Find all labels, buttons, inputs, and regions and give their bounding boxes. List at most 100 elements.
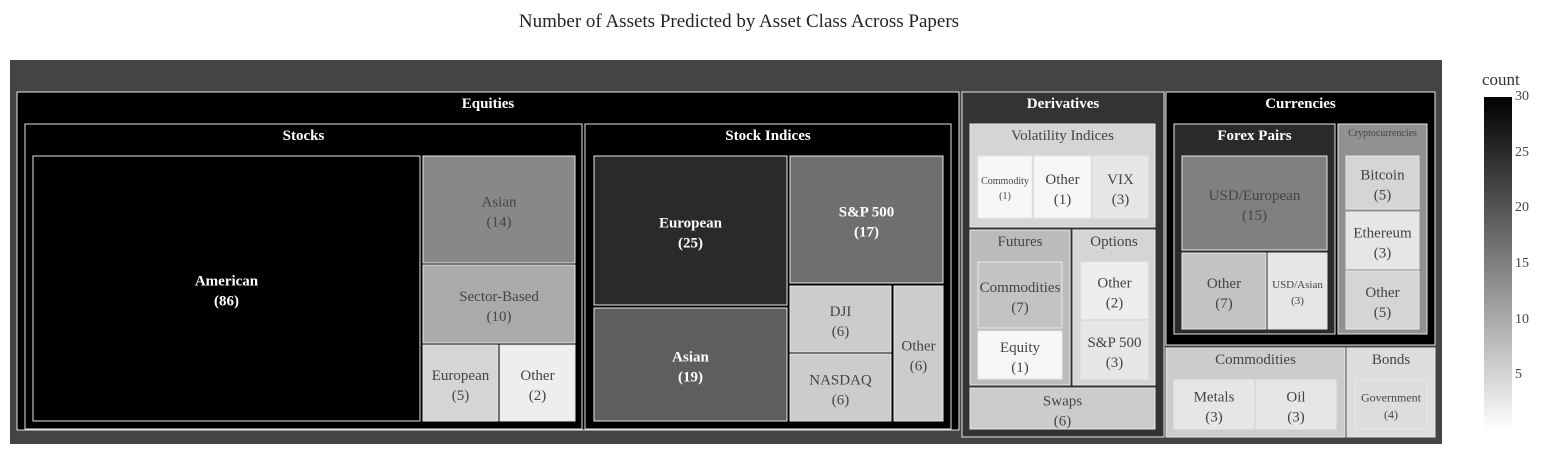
treemap-node-derivatives-options-s-p-500 [1080, 320, 1149, 380]
treemap-leaf-value: (2) [1106, 296, 1124, 312]
treemap-parent-label: Forex Pairs [1217, 128, 1291, 144]
treemap-parent-label: Derivatives [1027, 96, 1100, 112]
colorbar-tick: 15 [1515, 256, 1529, 271]
colorbar-title: count [1482, 70, 1520, 89]
treemap-node-derivatives-options-other [1080, 261, 1149, 320]
treemap-leaf-label: VIX [1107, 172, 1134, 188]
treemap-leaf-value: (5) [1374, 305, 1392, 321]
treemap-node-derivatives-swaps [969, 387, 1156, 430]
treemap-node-equities-stock-indices-dji [789, 285, 892, 353]
treemap-leaf-label: Asian [482, 195, 517, 211]
treemap-leaf-value: (3) [1291, 295, 1304, 307]
treemap-leaf-label: Other [520, 368, 554, 384]
treemap-leaf-label: Equity [1000, 340, 1040, 356]
treemap-leaf-value: (15) [1242, 208, 1267, 224]
treemap-parent-label: Stocks [283, 128, 325, 144]
treemap-parent-label: Volatility Indices [1011, 128, 1114, 144]
treemap-leaf-value: (1) [1011, 360, 1029, 376]
colorbar [1484, 97, 1512, 431]
treemap-leaf-label: Bitcoin [1360, 168, 1405, 184]
treemap-node-equities-stocks-european [422, 344, 499, 422]
treemap-leaf-label: Other [1365, 285, 1399, 301]
treemap-leaf-label: Commodity [981, 176, 1029, 187]
chart-title: Number of Assets Predicted by Asset Clas… [518, 11, 960, 32]
treemap-node-commodities-metals [1173, 379, 1255, 430]
treemap-leaf-value: (7) [1011, 300, 1029, 316]
treemap-node-equities-stock-indices-european [593, 155, 788, 306]
treemap-parent-label: Bonds [1372, 352, 1411, 368]
treemap-leaf-value: (3) [1374, 246, 1392, 262]
treemap-node-equities-stock-indices-s-p-500 [789, 155, 944, 284]
treemap-leaf-value: (6) [832, 324, 850, 340]
treemap-leaf-label: European [432, 368, 490, 384]
treemap-node-equities-stocks-other [499, 344, 576, 422]
treemap-leaf-value: (19) [678, 370, 703, 386]
treemap-leaf-label: Oil [1286, 390, 1305, 406]
treemap-leaf-value: (17) [854, 225, 879, 241]
treemap-leaf-value: (6) [832, 393, 850, 409]
treemap-node-equities-stocks-asian [422, 155, 576, 264]
treemap-node-equities-stock-indices-nasdaq [789, 353, 892, 422]
treemap-leaf-label: Ethereum [1353, 226, 1412, 242]
treemap-leaf-label: USD/European [1209, 188, 1301, 204]
treemap-node-currencies-cryptocurrencies-other [1345, 270, 1420, 330]
treemap-leaf-label: Metals [1194, 390, 1235, 406]
treemap-node-currencies-cryptocurrencies-ethereum [1345, 211, 1420, 270]
treemap-leaf-label: Commodities [980, 280, 1061, 296]
treemap-leaf-label: Other [1097, 276, 1131, 292]
treemap-leaf-label: NASDAQ [809, 373, 872, 389]
treemap-node-equities-stocks-sector-based [422, 264, 576, 344]
treemap-leaf-value: (3) [1205, 410, 1223, 426]
treemap-leaf-label: European [659, 216, 723, 232]
treemap-node-derivatives-volatility-indices-commodity [977, 155, 1033, 219]
treemap-leaf-label: American [195, 274, 259, 290]
treemap-leaf-value: (2) [529, 388, 547, 404]
treemap-node-equities-stock-indices-asian [593, 307, 788, 422]
treemap-leaf-label: Other [901, 339, 935, 355]
treemap-leaf-label: Government [1361, 391, 1422, 405]
treemap-node-derivatives-volatility-indices-other [1033, 155, 1092, 219]
treemap-leaf-value: (6) [1054, 414, 1072, 430]
treemap-parent-label: Equities [462, 96, 515, 112]
treemap-node-derivatives-volatility-indices-vix [1092, 155, 1149, 219]
treemap-leaf-value: (3) [1106, 355, 1124, 371]
treemap-leaf-value: (25) [678, 236, 703, 252]
treemap-leaf-value: (7) [1215, 296, 1233, 312]
treemap-node-currencies-forex-pairs-usd-european [1181, 155, 1328, 251]
treemap-leaf-value: (1) [999, 191, 1011, 202]
treemap-leaf-label: DJI [830, 304, 852, 320]
treemap-node-currencies-forex-pairs-usd-asian [1267, 252, 1328, 330]
treemap-node-bonds-government [1354, 379, 1428, 430]
treemap-leaf-label: Other [1207, 276, 1241, 292]
treemap-leaf-label: Swaps [1043, 394, 1082, 410]
treemap-leaf-label: Other [1045, 172, 1079, 188]
treemap-node-derivatives-futures-equity [977, 330, 1063, 380]
treemap-leaf-label: S&P 500 [839, 205, 894, 221]
treemap-parent-label: Currencies [1265, 96, 1336, 112]
treemap-parent-label: Commodities [1215, 352, 1296, 368]
treemap-leaf-value: (10) [487, 309, 512, 325]
colorbar-tick: 10 [1515, 311, 1529, 327]
treemap-leaf-value: (14) [487, 215, 512, 231]
treemap-leaf-label: S&P 500 [1087, 335, 1141, 351]
treemap-node-currencies-cryptocurrencies-bitcoin [1345, 155, 1420, 210]
treemap-leaf-value: (86) [214, 294, 239, 310]
treemap-node-equities-stock-indices-other [893, 285, 944, 422]
treemap-leaf-value: (4) [1384, 408, 1398, 422]
colorbar-tick: 25 [1515, 144, 1529, 160]
treemap-node-derivatives-futures-commodities [977, 261, 1063, 329]
treemap-leaf-value: (5) [452, 388, 470, 404]
colorbar-tick: 5 [1515, 367, 1522, 383]
treemap-leaf-value: (3) [1287, 410, 1305, 426]
treemap-leaf-label: Asian [672, 350, 709, 366]
colorbar-tick: 20 [1515, 200, 1529, 216]
treemap-node-commodities-oil [1255, 379, 1337, 430]
treemap-leaf-label: USD/Asian [1272, 279, 1323, 291]
treemap-node-equities-stocks-american [32, 155, 421, 422]
treemap-node-currencies-forex-pairs-other [1181, 252, 1267, 330]
treemap-leaf-value: (3) [1112, 192, 1130, 208]
treemap-leaf-value: (1) [1054, 192, 1072, 208]
treemap-parent-label: Stock Indices [725, 128, 811, 144]
treemap-parent-label: Futures [998, 234, 1043, 250]
